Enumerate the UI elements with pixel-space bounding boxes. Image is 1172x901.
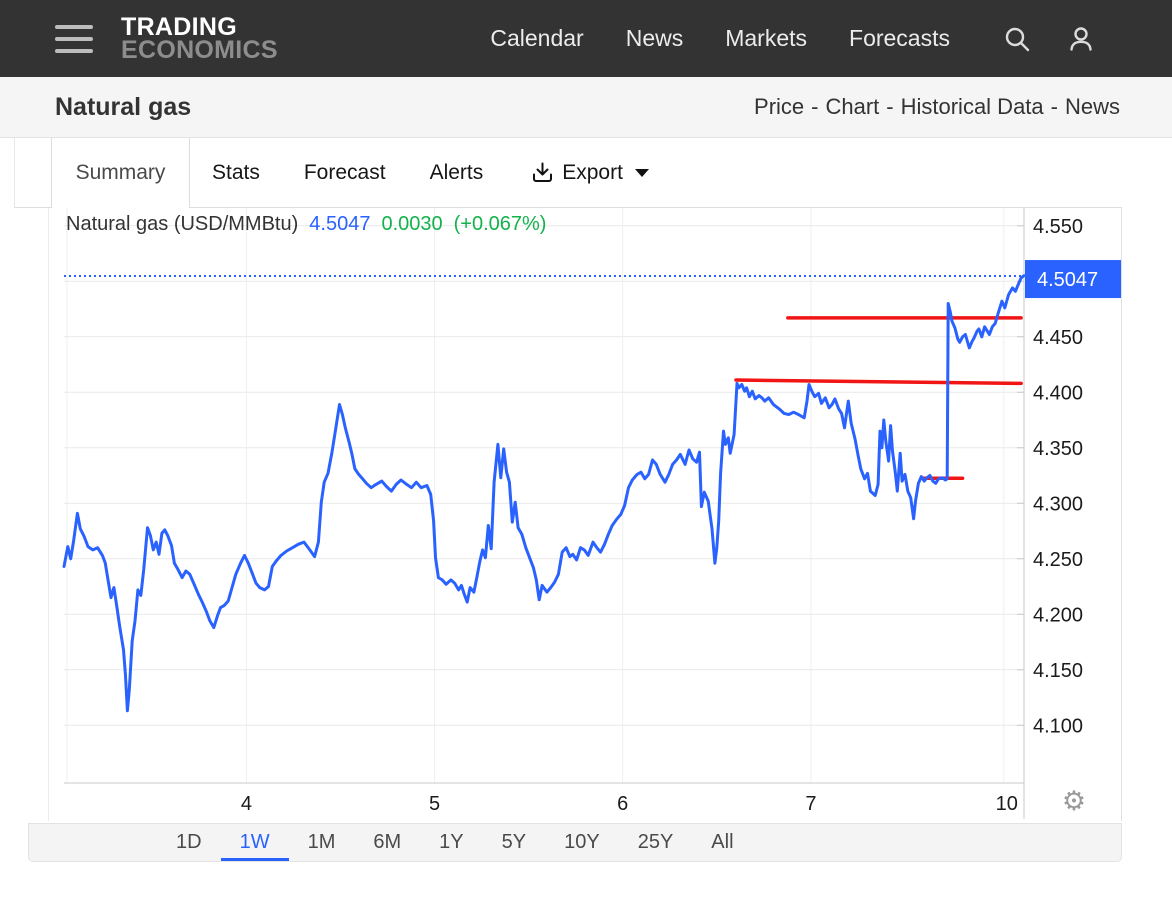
tab-forecast[interactable]: Forecast <box>303 160 386 184</box>
y-axis-label: 4.350 <box>1033 438 1083 460</box>
export-label: Export <box>562 160 623 184</box>
legend-change-pct: (+0.067%) <box>453 213 547 235</box>
y-axis-label: 4.450 <box>1033 327 1083 349</box>
tab-stats[interactable]: Stats <box>212 160 260 184</box>
x-axis-label: 4 <box>241 793 252 815</box>
x-axis-label: 5 <box>429 793 440 815</box>
caret-down-icon <box>634 168 649 177</box>
range-option-25y[interactable]: 25Y <box>637 831 674 853</box>
link-price[interactable]: Price <box>754 94 805 119</box>
export-button[interactable]: Export <box>505 138 659 207</box>
y-axis-label: 4.400 <box>1033 382 1083 404</box>
x-axis-label: 10 <box>996 793 1018 815</box>
link-separator: - <box>1050 94 1058 119</box>
tab-alerts[interactable]: Alerts <box>429 160 484 184</box>
chart-card: Natural gas (USD/MMBtu) 4.5047 0.0030 (+… <box>48 208 1122 821</box>
logo-line-economics: ECONOMICS <box>121 35 278 64</box>
nav-link-markets[interactable]: Markets <box>725 25 808 51</box>
price-series-line <box>62 274 1026 713</box>
nav-link-news[interactable]: News <box>625 25 684 51</box>
range-selector-bar: 1D 1W 1M 6M 1Y 5Y 10Y 25Y All <box>28 823 1122 862</box>
page-title: Natural gas <box>55 92 192 121</box>
person-icon[interactable] <box>1066 24 1096 54</box>
tab-summary[interactable]: Summary <box>51 138 190 208</box>
annotation-line <box>734 378 1023 386</box>
range-option-1w[interactable]: 1W <box>221 824 289 861</box>
current-price-badge-label: 4.5047 <box>1037 269 1098 291</box>
instrument-nav-links: Price - Chart - Historical Data - News <box>754 94 1120 120</box>
range-option-1m[interactable]: 1M <box>307 831 336 853</box>
x-axis-label: 6 <box>617 793 628 815</box>
nav-links: Calendar News Markets Forecasts <box>490 25 950 52</box>
nav-link-calendar[interactable]: Calendar <box>490 25 584 51</box>
range-option-6m[interactable]: 6M <box>373 831 402 853</box>
legend-price: 4.5047 <box>309 213 371 235</box>
nav-icons <box>1002 24 1096 54</box>
trading-economics-logo[interactable]: TRADING ECONOMICS <box>121 12 278 64</box>
range-option-10y[interactable]: 10Y <box>564 831 600 853</box>
logo-line-trading: TRADING <box>121 12 237 41</box>
y-axis-label: 4.300 <box>1033 493 1083 515</box>
link-separator: - <box>886 94 894 119</box>
link-chart[interactable]: Chart <box>825 94 880 119</box>
instrument-header: Natural gas Price - Chart - Historical Data -… <box>0 77 1172 138</box>
chart-legend: Natural gas (USD/MMBtu) 4.5047 0.0030 (+… <box>66 213 546 236</box>
current-price-badge <box>1025 260 1121 299</box>
gear-icon[interactable]: ⚙ <box>1061 786 1087 816</box>
range-option-1y[interactable]: 1Y <box>439 831 464 853</box>
search-icon[interactable] <box>1002 24 1032 54</box>
nav-link-forecasts[interactable]: Forecasts <box>849 25 950 51</box>
range-option-5y[interactable]: 5Y <box>501 831 527 853</box>
y-axis-label: 4.150 <box>1033 660 1083 682</box>
link-separator: - <box>811 94 819 119</box>
legend-change: 0.0030 <box>381 213 443 235</box>
range-option-all[interactable]: All <box>711 831 734 853</box>
range-option-1d[interactable]: 1D <box>176 831 202 853</box>
price-chart-canvas[interactable]: 4.5504.5004.4504.4004.3504.3004.2504.200… <box>49 208 1121 821</box>
download-icon <box>533 162 553 182</box>
top-navbar: TRADING ECONOMICS Calendar News Markets … <box>0 0 1172 77</box>
link-news[interactable]: News <box>1064 94 1120 119</box>
tab-bar: Summary Stats Forecast Alerts Export <box>14 138 1122 208</box>
legend-instrument: Natural gas (USD/MMBtu) <box>66 213 299 235</box>
y-axis-label: 4.200 <box>1033 604 1083 626</box>
y-axis-label: 4.550 <box>1033 216 1083 238</box>
y-axis-label: 4.250 <box>1033 549 1083 571</box>
y-axis-label: 4.100 <box>1033 715 1083 737</box>
hamburger-menu-icon[interactable] <box>55 24 93 53</box>
x-axis-label: 7 <box>805 793 816 815</box>
link-historical-data[interactable]: Historical Data <box>900 94 1044 119</box>
